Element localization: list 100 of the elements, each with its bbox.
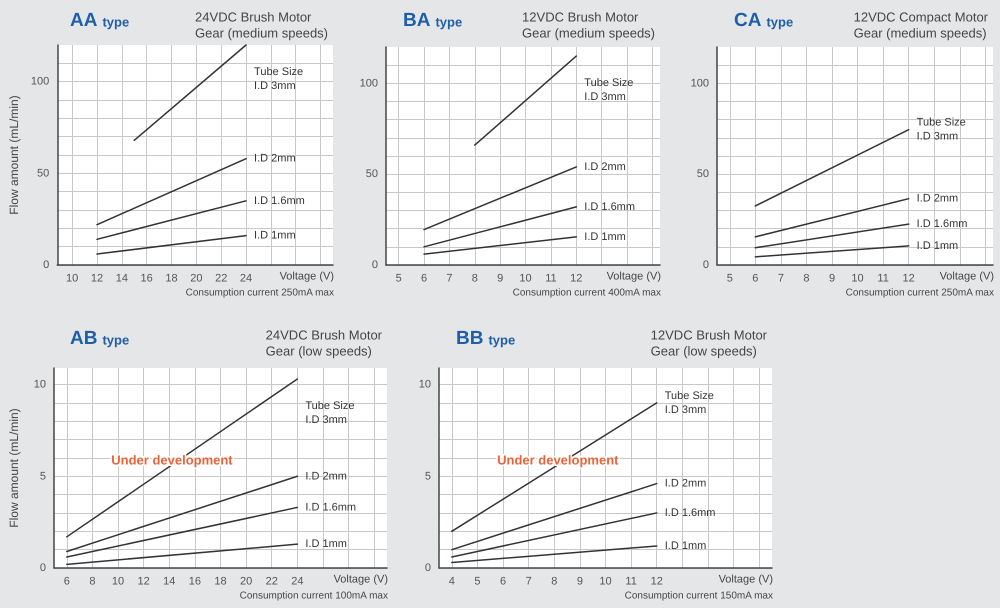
x-tick-label: 20 [240,576,252,588]
series-label: I.D 2mm [584,160,626,173]
y-axis-title: Flow amount (mL/min) [7,408,21,528]
x-tick-label: 8 [803,272,810,284]
x-tick-label: 7 [778,272,784,284]
x-axis-title: Voltage (V) [718,574,773,586]
x-tick-label: 22 [215,272,228,284]
series-label: I.D 1mm [584,230,626,243]
text: Consumption current 400mA max [512,288,661,298]
y-tick-label: 10 [418,378,431,391]
text: Consumption current 250mA max [846,288,994,298]
x-tick-label: 12 [138,576,150,588]
series-label: I.D 1.6mm [584,200,636,213]
series-label: I.D 2mm [916,192,958,205]
chart-title: AB type [70,328,130,349]
text: Consumption current 250mA max [186,288,334,298]
y-tick-label: 0 [702,259,709,271]
x-tick-label: 20 [190,272,202,284]
x-tick-label: 18 [165,272,178,284]
y-tick-label: 100 [360,77,378,90]
series-label: I.D 1.6mm [305,501,356,514]
y-tick-label: 100 [30,76,50,88]
chart-title: AA type [70,10,130,31]
x-tick-label: 12 [650,576,663,588]
y-tick-label: 50 [366,168,378,180]
series-label: Tube Size I.D 3mm [916,116,966,143]
x-tick-label: 9 [828,272,836,284]
y-tick-label: 50 [37,167,50,180]
x-tick-label: 12 [570,272,582,284]
y-axis-title: Flow amount (mL/min) [7,95,21,215]
y-tick-label: 100 [690,77,709,90]
chart-subtitle: 12VDC Brush Motor Gear (low speeds) [650,328,768,358]
series-label: I.D 2mm [664,478,706,490]
x-tick-label: 6 [752,272,758,284]
text: Consumption current 100mA max [240,590,388,602]
x-tick-label: 11 [545,272,557,284]
series-label: I.D 1.6mm [664,506,716,519]
x-axis-title: Voltage (V) [334,574,388,586]
x-tick-label: 12 [902,272,915,284]
x-tick-label: 16 [188,576,202,588]
x-tick-label: 10 [851,272,864,284]
x-tick-label: 18 [214,576,227,588]
x-tick-label: 10 [66,272,78,284]
series-label: Tube Size I.D 3mm [664,390,714,416]
x-tick-label: 9 [497,272,504,284]
chart-subtitle: 12VDC Brush Motor Gear (medium speeds) [522,10,656,40]
y-tick-label: 0 [43,259,50,271]
x-tick-label: 24 [291,576,304,588]
x-tick-label: 8 [472,272,478,284]
x-tick-label: 16 [140,272,153,284]
x-tick-label: 11 [877,272,889,284]
x-tick-label: 22 [266,576,278,588]
series-label: I.D 1.6mm [916,218,968,230]
y-tick-label: 0 [372,259,378,271]
series-label: Tube Size I.D 3mm [305,400,354,426]
x-tick-label: 6 [64,576,70,588]
x-tick-label: 10 [112,576,124,588]
x-tick-label: 14 [163,576,176,588]
chart-subtitle: 24VDC Brush Motor Gear (low speeds) [266,328,383,358]
series-label: Tube Size I.D 3mm [254,66,304,92]
x-tick-label: 12 [90,272,104,284]
x-tick-label: 8 [551,576,558,588]
series-label: Tube Size I.D 3mm [584,77,634,104]
series-label: I.D 1mm [254,230,296,242]
x-tick-label: 8 [89,576,96,588]
series-label: I.D 2mm [305,470,347,482]
x-tick-label: 5 [726,272,733,284]
x-tick-label: 10 [599,576,612,588]
x-axis-title: Voltage (V) [280,270,334,282]
x-axis-title: Voltage (V) [606,270,661,282]
series-label: I.D 1mm [305,538,347,550]
series-label: I.D 2mm [254,152,296,165]
chart-subtitle: 24VDC Brush Motor Gear (medium speeds) [195,10,328,40]
x-axis-title: Voltage (V) [940,270,994,282]
chart-title: BA type [403,10,462,31]
y-tick-label: 50 [696,168,709,180]
text: Consumption current 150mA max [624,590,773,602]
x-tick-label: 6 [420,272,428,284]
y-tick-label: 5 [424,470,431,482]
x-tick-label: 6 [500,576,506,588]
x-tick-label: 7 [526,576,532,588]
x-tick-label: 7 [446,272,452,284]
x-tick-label: 24 [240,272,252,284]
x-tick-label: 9 [576,576,583,588]
x-tick-label: 5 [396,272,402,284]
x-tick-label: 5 [474,576,480,588]
x-tick-label: 10 [519,272,532,284]
chart-subtitle: 12VDC Compact Motor Gear (medium speeds) [854,10,989,40]
x-tick-label: 4 [448,576,455,588]
series-label: I.D 1mm [664,540,706,552]
series-label: I.D 1.6mm [254,194,305,207]
y-tick-label: 0 [424,562,431,574]
x-tick-label: 14 [116,272,128,284]
series-label: I.D 1mm [916,240,958,252]
y-tick-label: 5 [40,470,46,482]
y-tick-label: 10 [34,378,46,391]
y-tick-label: 0 [40,562,46,574]
chart-title: BB type [456,328,516,349]
chart-title: CA type [734,10,794,31]
x-tick-label: 11 [625,576,637,588]
